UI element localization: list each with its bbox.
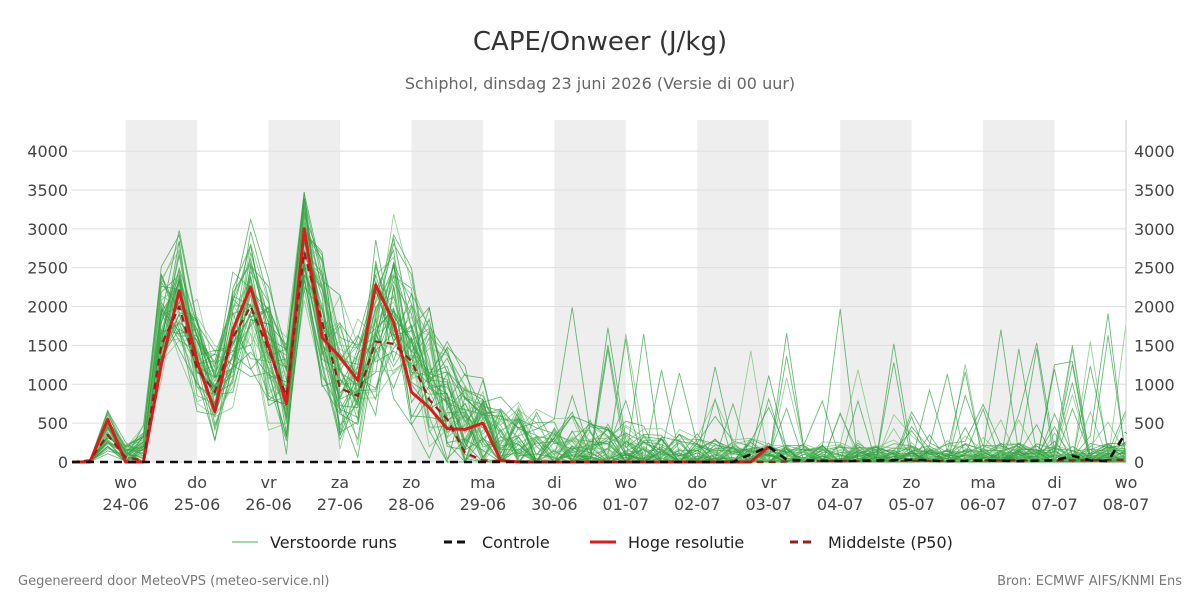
legend-label: Middelste (P50) [828, 533, 953, 552]
x-tick-dow: zo [903, 473, 921, 492]
y-tick-right: 2500 [1134, 259, 1175, 278]
x-tick-dow: do [687, 473, 707, 492]
y-tick-right: 3000 [1134, 220, 1175, 239]
y-tick-right: 4000 [1134, 142, 1175, 161]
x-tick-dow: zo [402, 473, 420, 492]
y-tick-left: 1000 [27, 375, 68, 394]
x-tick-date: 25-06 [174, 495, 221, 514]
x-tick-dow: di [547, 473, 562, 492]
chart-title: CAPE/Onweer (J/kg) [473, 27, 727, 57]
x-tick-dow: ma [470, 473, 495, 492]
x-tick-dow: di [1047, 473, 1062, 492]
shade-band [554, 120, 626, 462]
legend-label: Verstoorde runs [270, 533, 397, 552]
ensemble-line [71, 230, 1127, 463]
x-tick-dow: za [831, 473, 849, 492]
legend: Verstoorde runs Controle Hoge resolutie Mid… [232, 533, 953, 552]
shade-band [983, 120, 1055, 462]
x-tick-date: 08-07 [1103, 495, 1150, 514]
y-tick-left: 2500 [27, 259, 68, 278]
footer-source: Bron: ECMWF AIFS/KNMI Ens [997, 574, 1182, 589]
y-tick-right: 2000 [1134, 298, 1175, 317]
shade-band [840, 120, 912, 462]
main-series [71, 227, 1128, 464]
y-tick-left: 1500 [27, 336, 68, 355]
footer-generator: Gegenereerd door MeteoVPS (meteo-service… [18, 574, 329, 589]
ensemble-line [71, 202, 1127, 464]
chart-subtitle: Schiphol, dinsdag 23 juni 2026 (Versie d… [405, 74, 795, 93]
x-tick-date: 02-07 [674, 495, 721, 514]
x-tick-date: 24-06 [102, 495, 149, 514]
y-tick-right: 0 [1134, 453, 1144, 472]
ensemble-line [71, 250, 1127, 463]
shade-band [697, 120, 769, 462]
y-tick-left: 3500 [27, 181, 68, 200]
axes: 0 0 500 500 1000 1000 1500 1500 2000 2000 2500 2500… [27, 120, 1175, 514]
y-tick-right: 1000 [1134, 375, 1175, 394]
x-tick-dow: za [331, 473, 349, 492]
y-tick-left: 500 [37, 414, 68, 433]
legend-label: Hoge resolutie [628, 533, 744, 552]
x-tick-dow: ma [970, 473, 995, 492]
x-tick-date: 29-06 [460, 495, 507, 514]
x-tick-dow: vr [761, 473, 777, 492]
x-tick-date: 30-06 [531, 495, 578, 514]
x-tick-date: 04-07 [817, 495, 864, 514]
x-tick-date: 28-06 [388, 495, 435, 514]
x-tick-date: 01-07 [603, 495, 650, 514]
x-tick-date: 03-07 [745, 495, 792, 514]
y-tick-left: 3000 [27, 220, 68, 239]
y-tick-right: 500 [1134, 414, 1165, 433]
y-tick-left: 4000 [27, 142, 68, 161]
x-tick-date: 06-07 [960, 495, 1007, 514]
y-tick-left: 0 [58, 453, 68, 472]
y-tick-right: 3500 [1134, 181, 1175, 200]
controle-line [72, 431, 1128, 464]
x-tick-date: 05-07 [888, 495, 935, 514]
legend-label: Controle [482, 533, 550, 552]
x-tick-dow: do [187, 473, 207, 492]
x-tick-date: 26-06 [245, 495, 292, 514]
x-tick-dow: wo [614, 473, 637, 492]
x-tick-dow: wo [114, 473, 137, 492]
x-tick-dow: vr [260, 473, 276, 492]
x-tick-dow: wo [1115, 473, 1138, 492]
x-tick-date: 07-07 [1031, 495, 1078, 514]
y-tick-left: 2000 [27, 298, 68, 317]
y-tick-right: 1500 [1134, 336, 1175, 355]
x-tick-date: 27-06 [317, 495, 364, 514]
